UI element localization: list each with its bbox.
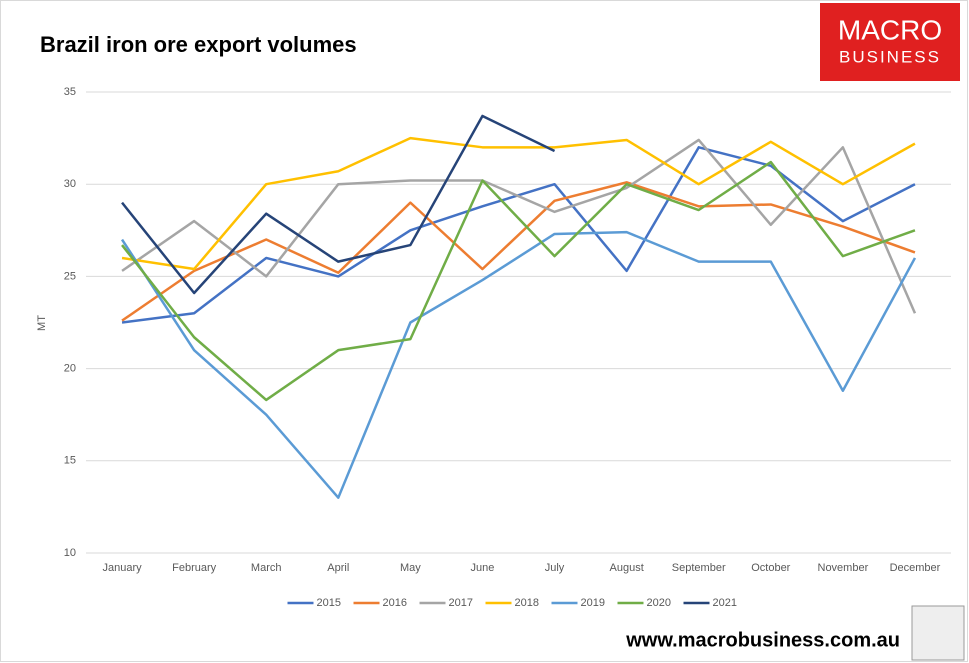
y-tick-label: 10 [64, 547, 76, 559]
y-axis-label: MT [36, 315, 48, 331]
logo-bg [820, 3, 960, 81]
series-line [121, 138, 917, 314]
legend-label: 2017 [449, 597, 473, 609]
x-tick-label: September [672, 562, 726, 574]
logo-icon [911, 605, 965, 661]
legend-label: 2020 [647, 597, 671, 609]
x-tick-label: December [890, 562, 941, 574]
y-tick-label: 15 [64, 455, 76, 467]
x-tick-label: February [172, 562, 217, 574]
series-line [121, 160, 916, 402]
x-tick-label: January [102, 562, 142, 574]
x-tick-label: July [545, 562, 565, 574]
series-line [121, 136, 916, 271]
y-tick-label: 35 [64, 86, 76, 98]
y-tick-label: 20 [64, 363, 76, 375]
x-tick-label: August [610, 562, 644, 574]
logo-text: MACRO [838, 14, 942, 45]
chart-title: Brazil iron ore export volumes [40, 32, 357, 57]
x-tick-label: March [251, 562, 282, 574]
legend-label: 2015 [317, 597, 341, 609]
x-tick-label: April [327, 562, 349, 574]
legend-label: 2019 [581, 597, 605, 609]
legend-label: 2021 [713, 597, 737, 609]
x-tick-label: May [400, 562, 421, 574]
legend-label: 2018 [515, 597, 539, 609]
legend-label: 2016 [383, 597, 407, 609]
x-tick-label: November [818, 562, 869, 574]
series-line [120, 230, 917, 499]
logo-text: BUSINESS [839, 47, 941, 66]
series-line [121, 114, 556, 295]
x-tick-label: June [471, 562, 495, 574]
y-tick-label: 25 [64, 270, 76, 282]
x-tick-label: October [751, 562, 790, 574]
y-tick-label: 30 [64, 178, 76, 190]
series-line [121, 181, 916, 322]
website: www.macrobusiness.com.au [625, 629, 900, 651]
